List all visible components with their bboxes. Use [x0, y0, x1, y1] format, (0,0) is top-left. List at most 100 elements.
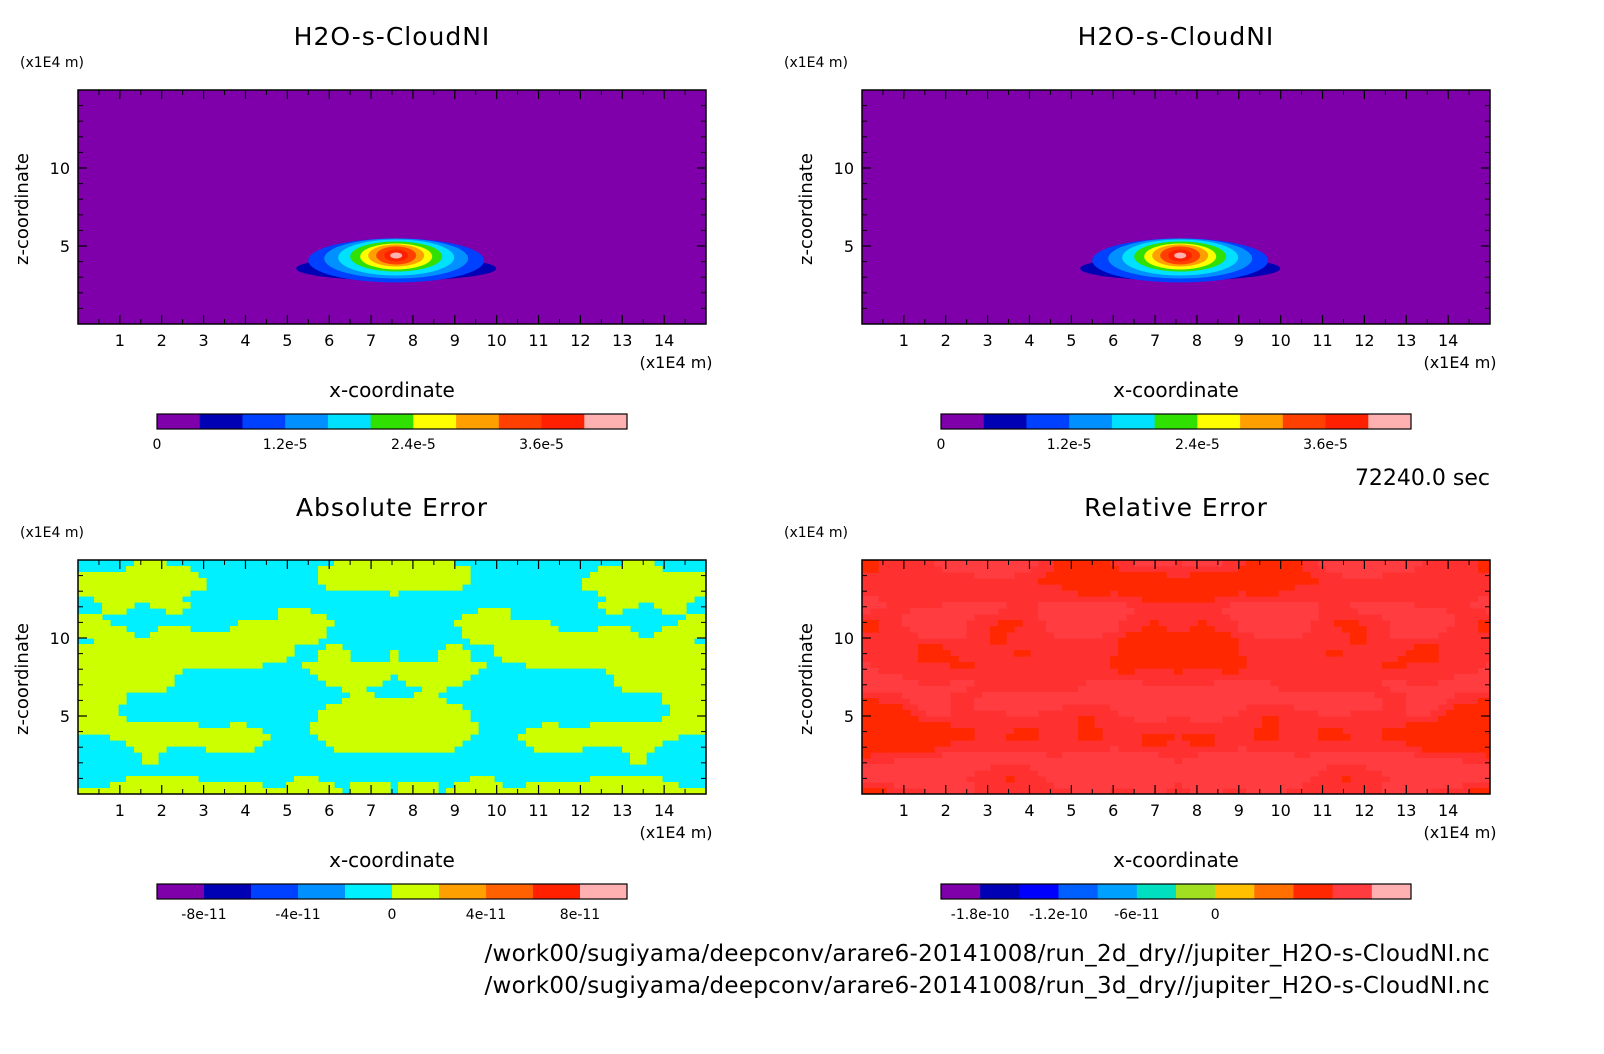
field-cell	[1438, 686, 1447, 693]
field-cell	[1374, 698, 1383, 705]
y-unit-label: (x1E4 m)	[784, 525, 848, 541]
field-cell	[934, 656, 943, 663]
field-cell	[670, 716, 679, 723]
field-cell	[590, 638, 599, 645]
field-cell	[342, 734, 351, 741]
field-cell	[318, 782, 327, 789]
field-cell	[1070, 578, 1079, 585]
field-cell	[462, 650, 471, 657]
field-cell	[1262, 764, 1271, 771]
field-cell	[542, 632, 551, 639]
field-cell	[150, 788, 159, 794]
field-cell	[1486, 722, 1490, 729]
field-cell	[126, 578, 135, 585]
x-tick-label: 9	[450, 801, 460, 820]
field-cell	[1086, 788, 1095, 794]
field-cell	[646, 776, 655, 783]
field-cell	[1478, 698, 1487, 705]
field-cell	[1358, 632, 1367, 639]
field-cell	[1278, 776, 1287, 783]
field-cell	[406, 698, 415, 705]
field-cell	[910, 758, 919, 765]
field-cell	[550, 656, 559, 663]
field-cell	[1414, 608, 1423, 615]
field-cell	[1158, 710, 1167, 717]
field-cell	[1038, 758, 1047, 765]
field-cell	[118, 572, 127, 579]
field-cell	[670, 644, 679, 651]
field-cell	[990, 566, 999, 573]
field-cell	[1230, 782, 1239, 789]
panel-4: Relative Error(x1E4 m)1 2 3 4 5 6 7 8 9 10 11 12 13 1…	[784, 493, 1497, 923]
field-cell	[1206, 650, 1215, 657]
field-cell	[686, 698, 695, 705]
field-cell	[1390, 632, 1399, 639]
y-tick-label: 5	[844, 707, 854, 726]
field-cell	[1222, 764, 1231, 771]
field-cell	[678, 710, 687, 717]
field-cell	[1190, 656, 1199, 663]
field-cell	[110, 680, 119, 687]
field-cell	[1310, 608, 1319, 615]
field-cell	[910, 740, 919, 747]
field-cell	[1486, 764, 1490, 771]
field-cell	[1206, 698, 1215, 705]
field-cell	[982, 758, 991, 765]
field-cell	[102, 596, 111, 603]
field-cell	[670, 668, 679, 675]
y-tick-label: 10	[834, 629, 854, 648]
field-cell	[910, 698, 919, 705]
field-cell	[1390, 770, 1399, 777]
field-cell	[182, 650, 191, 657]
field-cell	[862, 602, 871, 609]
field-cell	[894, 734, 903, 741]
field-cell	[1214, 782, 1223, 789]
field-cell	[214, 662, 223, 669]
field-cell	[1230, 584, 1239, 591]
field-cell	[558, 638, 567, 645]
plot-title: Absolute Error	[296, 493, 488, 522]
field-cell	[1470, 734, 1479, 741]
field-cell	[414, 584, 423, 591]
field-cell	[262, 620, 271, 627]
field-cell	[910, 776, 919, 783]
field-cell	[166, 674, 175, 681]
x-tick-label: 14	[654, 331, 674, 350]
field-cell	[694, 590, 703, 597]
field-cell	[1094, 614, 1103, 621]
field-cell	[678, 674, 687, 681]
field-cell	[102, 602, 111, 609]
field-cell	[334, 656, 343, 663]
field-layer	[862, 90, 1490, 324]
field-cell	[358, 698, 367, 705]
field-cell	[1382, 566, 1391, 573]
field-cell	[182, 662, 191, 669]
field-cell	[950, 776, 959, 783]
field-cell	[342, 662, 351, 669]
field-cell	[686, 716, 695, 723]
field-cell	[110, 572, 119, 579]
field-cell	[598, 728, 607, 735]
x-tick-label: 4	[240, 801, 250, 820]
field-cell	[470, 782, 479, 789]
field-cell	[1422, 728, 1431, 735]
field-cell	[990, 638, 999, 645]
field-cell	[1230, 614, 1239, 621]
field-cell	[366, 740, 375, 747]
field-cell	[1022, 566, 1031, 573]
field-cell	[606, 788, 615, 794]
field-cell	[1134, 638, 1143, 645]
field-cell	[238, 734, 247, 741]
field-cell	[1438, 626, 1447, 633]
field-cell	[366, 746, 375, 753]
field-cell	[646, 782, 655, 789]
field-cell	[1462, 740, 1471, 747]
field-cell	[574, 644, 583, 651]
field-cell	[526, 644, 535, 651]
field-cell	[1462, 776, 1471, 783]
colorbar-swatch	[1136, 884, 1177, 899]
field-cell	[478, 776, 487, 783]
field-cell	[470, 626, 479, 633]
field-cell	[1430, 722, 1439, 729]
x-tick-label: 6	[324, 331, 334, 350]
